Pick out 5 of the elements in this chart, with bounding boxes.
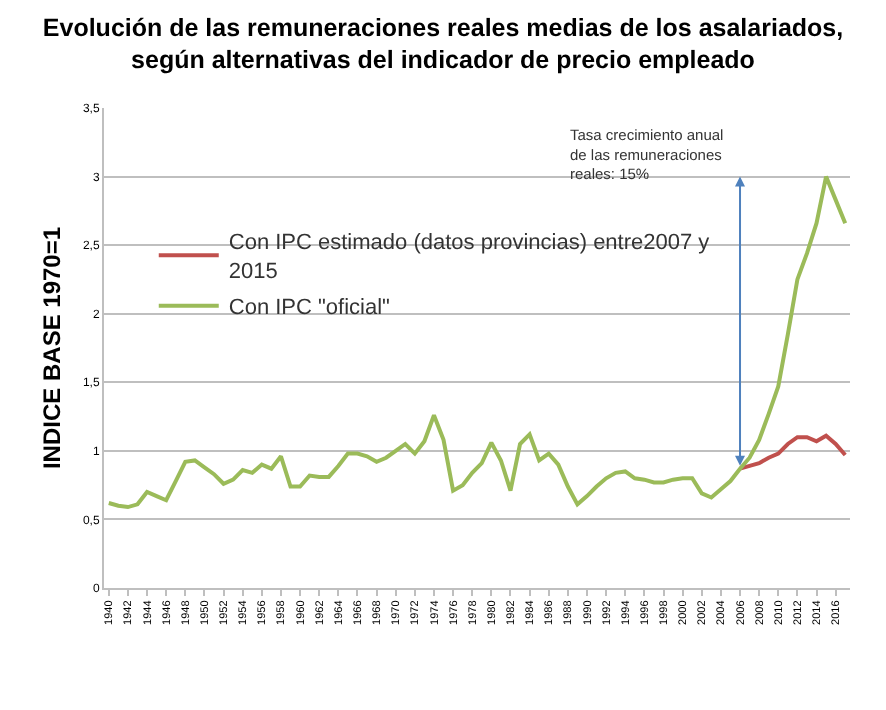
legend-label: Con IPC estimado (datos provincias) entre2007 y 2015 bbox=[228, 231, 711, 285]
legend-label: Con IPC "oficial" bbox=[228, 296, 391, 321]
chart-title: Evolución de las remuneraciones reales medias de los asalariados, según alternativas del indicador de precio empleado bbox=[42, 13, 844, 74]
line-series bbox=[738, 433, 848, 471]
y-axis-title: INDICE BASE 1970=1 bbox=[37, 226, 66, 470]
